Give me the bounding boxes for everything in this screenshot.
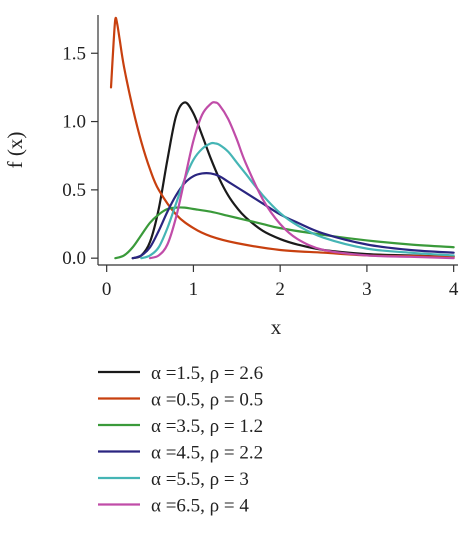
legend-label-3: α =3.5, ρ = 1.2 (151, 416, 263, 437)
x-tick-label: 1 (189, 279, 199, 300)
legend-label-4: α =4.5, ρ = 2.2 (151, 443, 263, 464)
axes: 0 1 2 3 4 0.0 0.5 1.0 1.5 x f (x) (3, 15, 459, 339)
x-axis-label: x (271, 315, 282, 339)
legend-label-6: α =6.5, ρ = 4 (151, 496, 249, 517)
legend-label-2: α =0.5, ρ = 0.5 (151, 390, 263, 411)
y-axis-label: f (x) (3, 132, 27, 169)
series-line-6 (148, 101, 455, 260)
series-line-2 (109, 16, 455, 258)
x-tick-label: 0 (102, 279, 112, 300)
legend: α =1.5, ρ = 2.6 α =0.5, ρ = 0.5 α =3.5, ρ … (98, 363, 263, 517)
y-tick-label: 0.0 (62, 248, 86, 269)
x-tick-label: 2 (275, 279, 285, 300)
y-tick-label: 1.0 (62, 112, 86, 133)
y-tick-label: 0.5 (62, 180, 86, 201)
x-tick-label: 4 (449, 279, 459, 300)
series-line-4 (131, 172, 455, 260)
x-tick-label: 3 (362, 279, 372, 300)
plot-area (109, 16, 455, 260)
series-line-5 (140, 141, 455, 260)
legend-label-5: α =5.5, ρ = 3 (151, 469, 249, 490)
legend-label-1: α =1.5, ρ = 2.6 (151, 363, 263, 384)
y-tick-label: 1.5 (62, 43, 86, 64)
series-line-3 (114, 206, 455, 260)
